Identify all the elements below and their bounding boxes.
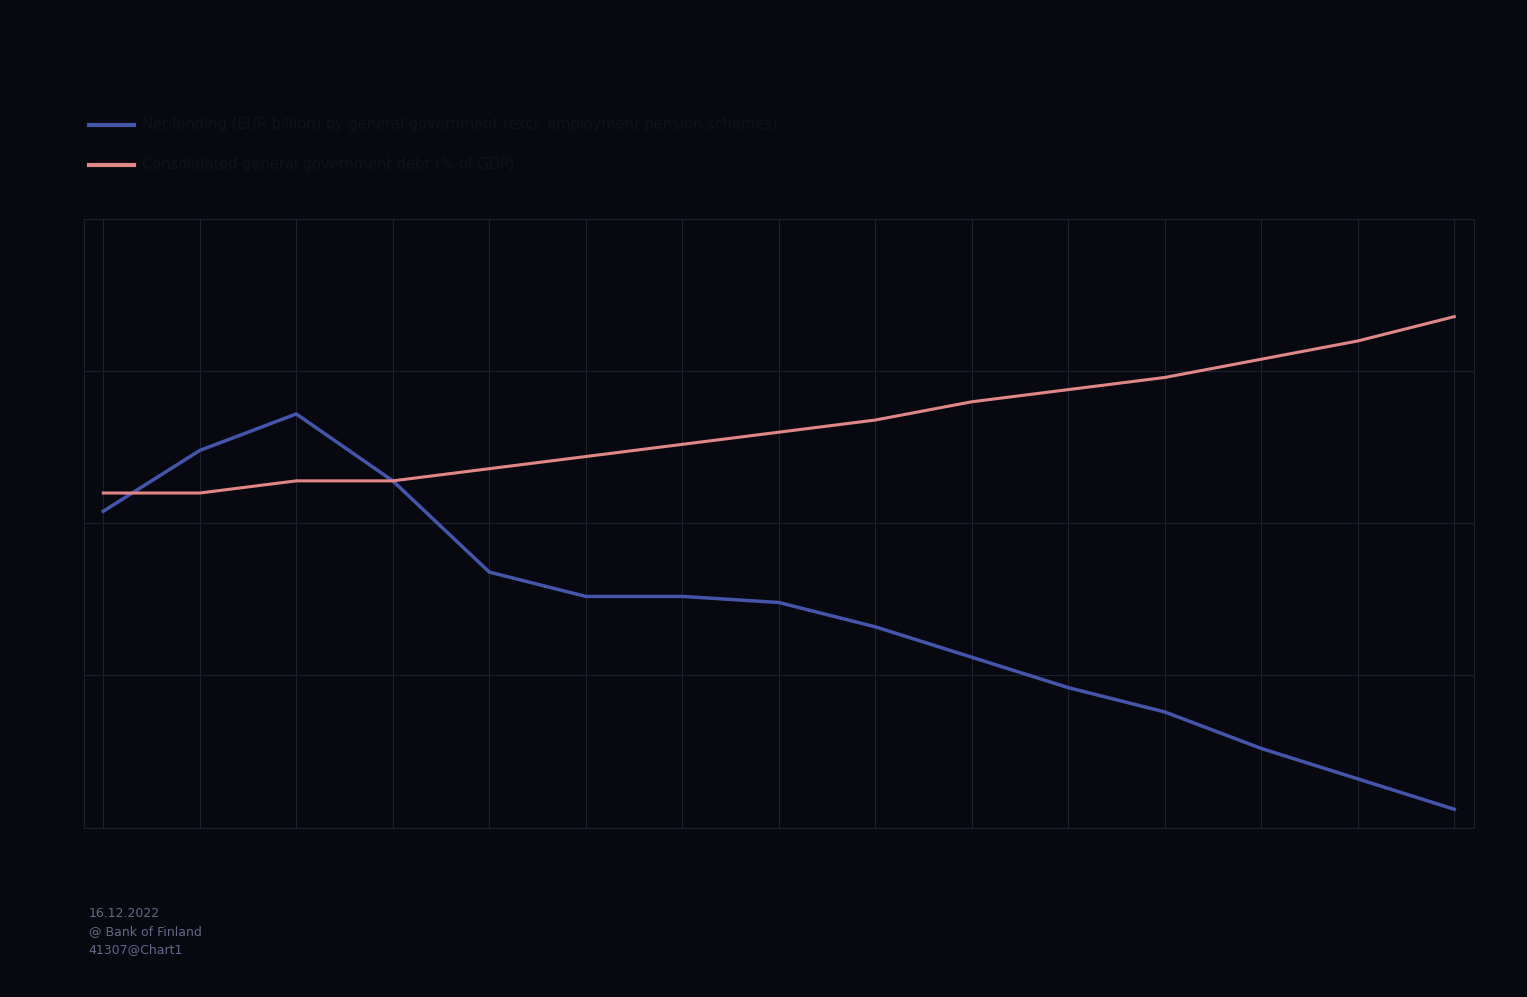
Text: Consolidated general government debt (% of GDP): Consolidated general government debt (% …	[142, 157, 515, 172]
Text: 16.12.2022
@ Bank of Finland
41307@Chart1: 16.12.2022 @ Bank of Finland 41307@Chart…	[89, 907, 202, 956]
Text: Net lending (EUR billion) by general government (excl. employment pension scheme: Net lending (EUR billion) by general gov…	[142, 117, 777, 133]
